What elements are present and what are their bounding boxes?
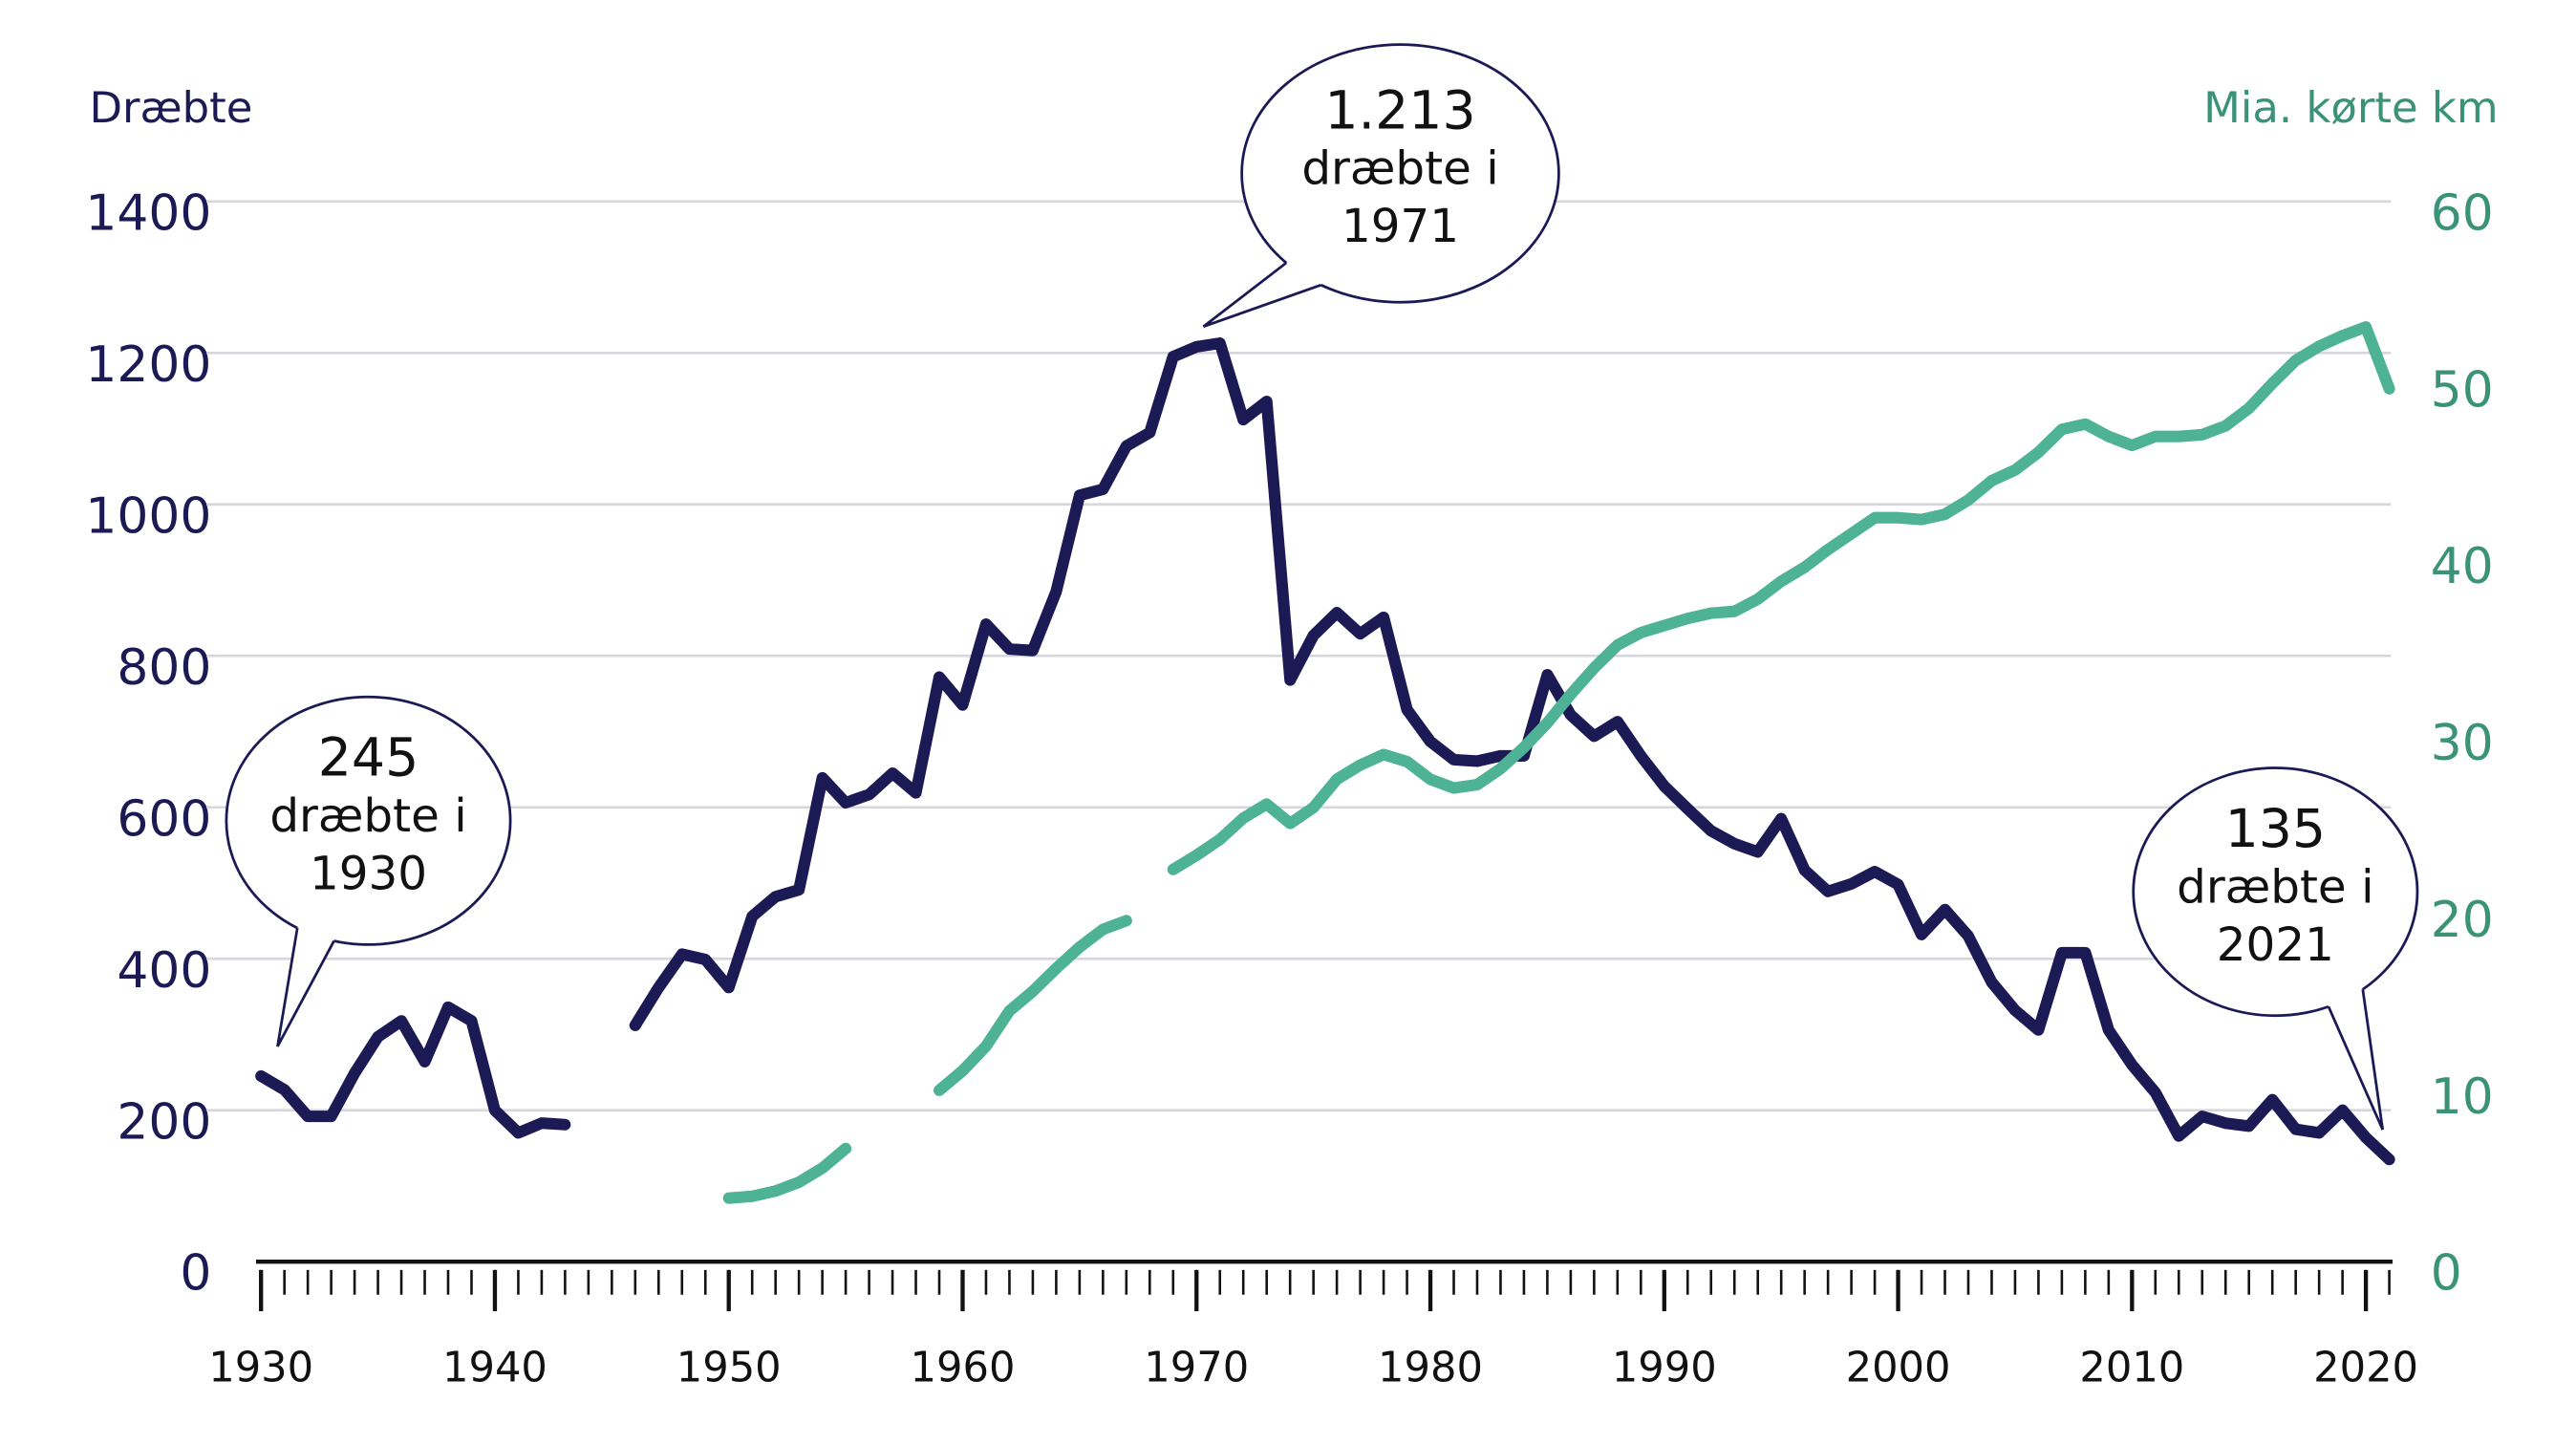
annotation-text: 245 bbox=[318, 728, 419, 789]
series-line bbox=[255, 337, 2395, 1166]
x-tick-label: 1930 bbox=[208, 1345, 313, 1392]
bubble-tail bbox=[276, 927, 335, 1047]
annotation-text: dræbte i bbox=[2177, 860, 2373, 914]
y-tick-label: 800 bbox=[117, 639, 211, 697]
bubble-tail-fill bbox=[1203, 259, 1324, 327]
series-line bbox=[722, 321, 2395, 1204]
bubble-tail-fill bbox=[2326, 985, 2383, 1131]
bubble bbox=[2132, 766, 2419, 1018]
y2-tick-label: 60 bbox=[2431, 184, 2494, 242]
x-tick-label: 1950 bbox=[676, 1345, 782, 1392]
y2-tick-label: 20 bbox=[2431, 892, 2494, 949]
y2-axis-title: Mia. kørte km bbox=[2203, 82, 2499, 133]
y-tick-label: 1400 bbox=[85, 184, 211, 242]
y2-tick-label: 0 bbox=[2431, 1245, 2462, 1303]
x-tick-label: 1940 bbox=[442, 1345, 547, 1392]
y-tick-label: 400 bbox=[117, 942, 211, 1000]
x-tick-label: 2020 bbox=[2313, 1345, 2418, 1392]
y2-tick-label: 50 bbox=[2431, 361, 2494, 419]
annotation-text: dræbte i bbox=[269, 789, 466, 843]
x-tick-label: 2000 bbox=[1846, 1345, 1951, 1392]
y-tick-label: 600 bbox=[117, 790, 211, 848]
x-tick-label: 1960 bbox=[911, 1345, 1016, 1392]
annotation-text: 135 bbox=[2225, 799, 2327, 860]
bubble-tail bbox=[2327, 989, 2385, 1131]
y-tick-label: 1000 bbox=[85, 487, 211, 545]
y-axis-title: Dræbte bbox=[89, 82, 252, 133]
bubble-tail bbox=[1202, 261, 1322, 329]
bubble bbox=[1240, 43, 1560, 304]
bubble bbox=[225, 695, 512, 946]
annotation-text: 1971 bbox=[1342, 200, 1459, 253]
annotation-text: 1930 bbox=[310, 848, 427, 901]
annotation-text: 2021 bbox=[2217, 918, 2334, 972]
x-tick-label: 1980 bbox=[1378, 1345, 1483, 1392]
y2-tick-label: 30 bbox=[2431, 715, 2494, 772]
annotation-text: 1.213 bbox=[1324, 80, 1475, 141]
y2-tick-label: 10 bbox=[2431, 1068, 2494, 1126]
x-tick-label: 2010 bbox=[2079, 1345, 2184, 1392]
bubble-tail-fill bbox=[277, 923, 335, 1046]
y-tick-label: 0 bbox=[180, 1245, 211, 1303]
x-tick-label: 1970 bbox=[1144, 1345, 1249, 1392]
y2-tick-label: 40 bbox=[2431, 538, 2494, 595]
x-tick-label: 1990 bbox=[1612, 1345, 1717, 1392]
y-tick-label: 200 bbox=[117, 1093, 211, 1151]
annotation-text: dræbte i bbox=[1301, 142, 1498, 196]
y-tick-label: 1200 bbox=[85, 336, 211, 394]
